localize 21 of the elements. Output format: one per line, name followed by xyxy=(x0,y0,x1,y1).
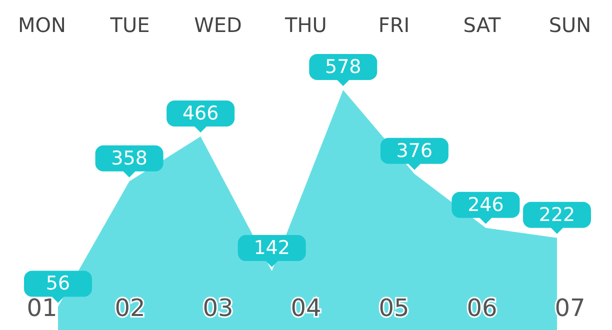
data-label: 56 xyxy=(46,272,70,295)
text: SAT xyxy=(463,13,502,37)
annotation: 01 xyxy=(26,294,58,322)
data-label: 222 xyxy=(538,204,576,226)
data-label: 246 xyxy=(468,194,504,216)
annotation: 04 xyxy=(290,294,322,322)
data-label: 466 xyxy=(182,102,219,125)
data-label: 358 xyxy=(111,147,148,170)
text: MON xyxy=(18,13,66,37)
text: FRI xyxy=(378,13,410,37)
text: WED xyxy=(194,13,242,37)
annotation: 02 xyxy=(114,294,146,322)
text: THU xyxy=(284,13,327,37)
annotation: 03 xyxy=(202,294,234,322)
text: TUE xyxy=(109,13,150,37)
data-label: 376 xyxy=(396,140,433,162)
text: SUN xyxy=(548,13,592,37)
annotation: 05 xyxy=(378,294,410,322)
data-label: 142 xyxy=(254,237,290,260)
data-label: 578 xyxy=(325,56,362,78)
annotation: 06 xyxy=(466,294,498,322)
